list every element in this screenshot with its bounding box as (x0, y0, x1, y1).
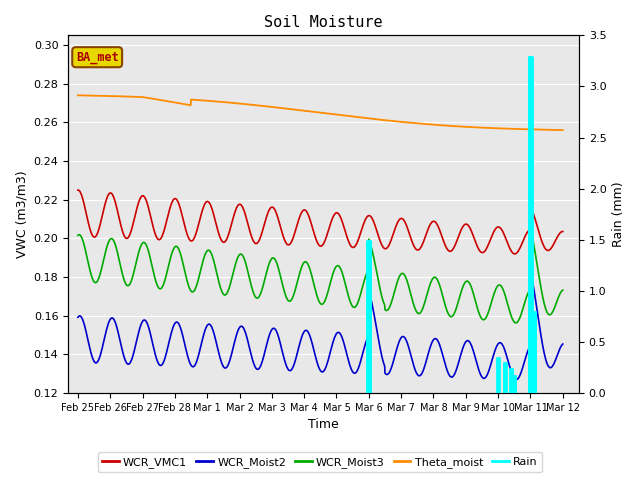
Title: Soil Moisture: Soil Moisture (264, 15, 383, 30)
X-axis label: Time: Time (308, 419, 339, 432)
Text: BA_met: BA_met (76, 51, 118, 64)
Legend: WCR_VMC1, WCR_Moist2, WCR_Moist3, Theta_moist, Rain: WCR_VMC1, WCR_Moist2, WCR_Moist3, Theta_… (97, 452, 543, 472)
Y-axis label: VWC (m3/m3): VWC (m3/m3) (15, 170, 28, 258)
Y-axis label: Rain (mm): Rain (mm) (612, 181, 625, 247)
